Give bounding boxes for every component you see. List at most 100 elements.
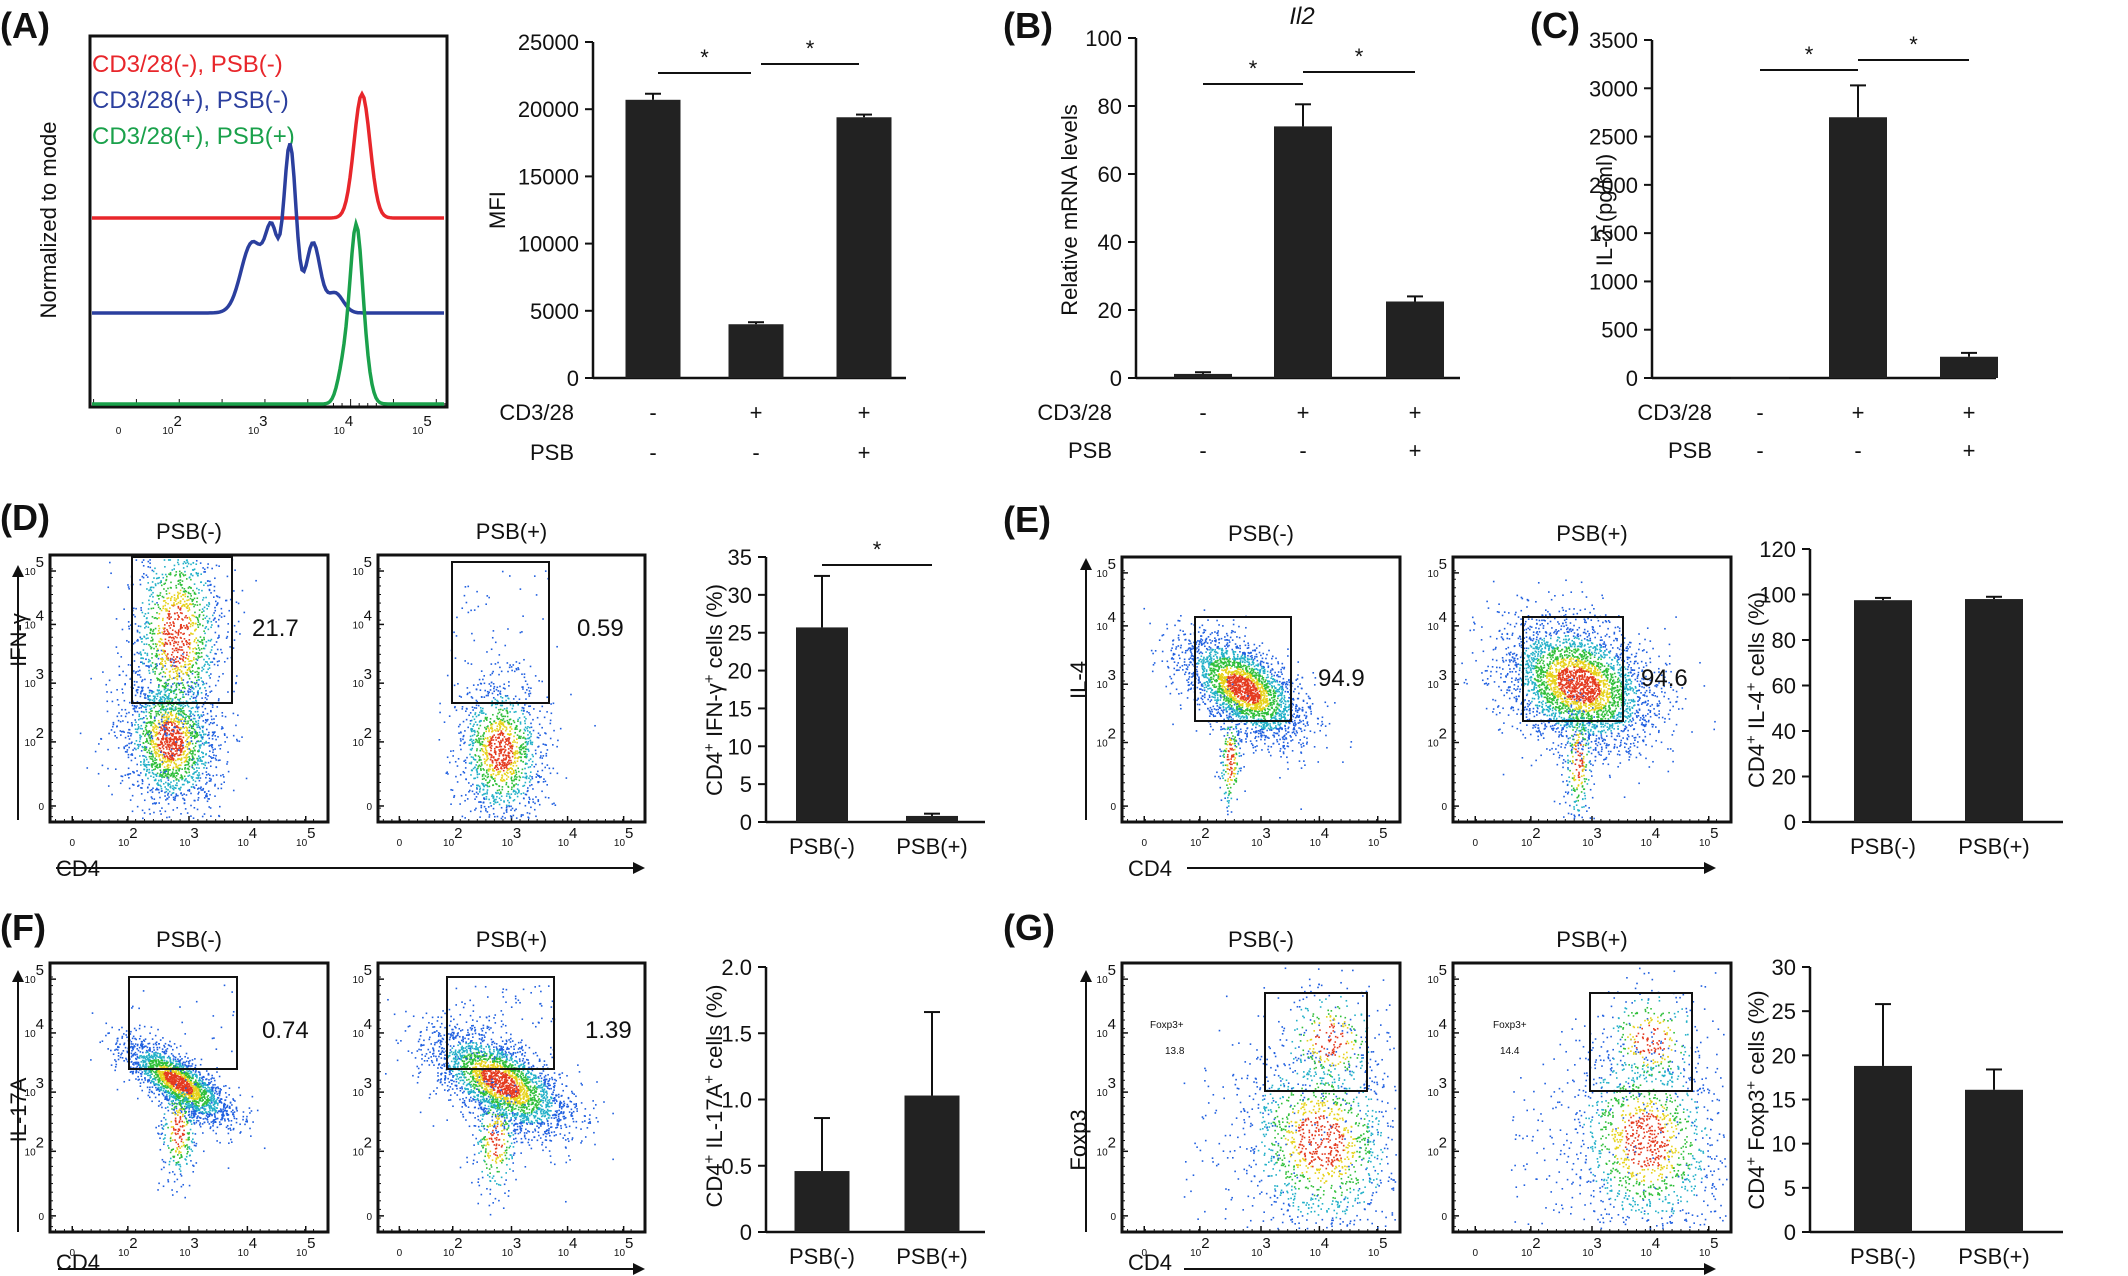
ifng-event-dot [523, 784, 526, 787]
ifng-event-dot [184, 616, 186, 619]
ifng-event-dot [485, 808, 487, 810]
ifng-event-dot [183, 727, 186, 729]
ifng-event-dot [518, 775, 521, 778]
ifng-event-dot [168, 755, 171, 757]
il4-event-dot [1236, 646, 1239, 649]
ifng-event-dot [145, 722, 148, 724]
il4-event-dot [1222, 674, 1224, 676]
ifng-event-dot [174, 600, 177, 602]
il4-event-dot [1288, 722, 1291, 725]
ifng-event-dot [463, 594, 466, 597]
ifng-event-dot [449, 761, 451, 764]
ifng-event-dot [98, 743, 100, 745]
ifng-event-dot [201, 643, 204, 645]
ifng-event-dot [182, 603, 185, 606]
ifng-event-dot [147, 582, 150, 584]
ifng-event-dot [162, 671, 165, 673]
ifng-event-dot [94, 750, 97, 753]
ifng-event-dot [164, 697, 167, 700]
ifng-event-dot [141, 717, 144, 720]
ifng-event-dot [162, 734, 165, 737]
ifng-event-dot [182, 715, 184, 717]
ifng-event-dot [166, 609, 169, 612]
il4-event-dot [1285, 700, 1287, 703]
ifng-plot-gate [451, 561, 550, 704]
ifng-event-dot [152, 668, 154, 671]
ifng-event-dot [161, 660, 164, 663]
ifng-event-dot [182, 723, 185, 726]
ifng-event-dot [128, 742, 130, 745]
ifng-event-dot [202, 736, 204, 738]
ifng-event-dot [180, 720, 182, 722]
ifng-event-dot [505, 778, 508, 780]
ifng-event-dot [178, 688, 181, 691]
ifng-event-dot [494, 736, 497, 739]
ifng-event-dot [151, 699, 154, 702]
ifng-event-dot [514, 790, 516, 792]
ifng-event-dot [161, 729, 164, 731]
ifng-event-dot [145, 708, 147, 711]
ifng-event-dot [171, 668, 174, 671]
ifng-event-dot [208, 601, 210, 604]
ifng-event-dot [141, 602, 144, 604]
ifng-event-dot [180, 646, 183, 648]
ifng-event-dot [180, 671, 183, 673]
ifng-event-dot [197, 797, 200, 799]
ifng-event-dot [497, 773, 499, 776]
ifng-event-dot [541, 790, 543, 793]
ifng-event-dot [189, 715, 191, 718]
ifng-event-dot [86, 767, 89, 769]
ifng-event-dot [501, 719, 504, 722]
ifng-event-dot [174, 667, 177, 670]
ifng-event-dot [123, 699, 126, 702]
ifng-event-dot [179, 741, 182, 743]
ifng-event-dot [137, 745, 140, 748]
ifng-event-dot [508, 738, 510, 741]
ifng-event-dot [173, 682, 176, 684]
ifng-event-dot [200, 641, 202, 643]
ifng-event-dot [145, 625, 147, 628]
ifng-event-dot [178, 721, 180, 723]
ifng-event-dot [491, 764, 493, 767]
ifng-event-dot [153, 716, 156, 719]
ifng-event-dot [147, 686, 150, 689]
ifng-event-dot [141, 787, 143, 789]
ifng-event-dot [184, 657, 187, 659]
ifng-event-dot [156, 782, 159, 784]
ifng-event-dot [172, 721, 174, 723]
ifng-event-dot [491, 776, 493, 779]
ifng-event-dot [169, 721, 171, 724]
ifng-event-dot [196, 710, 199, 713]
ifng-event-dot [167, 721, 170, 724]
ifng-event-dot [161, 720, 163, 723]
ifng-event-dot [194, 652, 197, 655]
ifng-event-dot [149, 559, 151, 561]
ifng-event-dot [187, 681, 189, 683]
ifng-event-dot [520, 745, 522, 748]
ifng-event-dot [132, 708, 135, 710]
ifng-event-dot [466, 798, 469, 800]
ifng-event-dot [164, 791, 166, 794]
ifng-event-dot [100, 737, 102, 740]
ifng-event-dot [200, 581, 203, 583]
ifng-event-dot [153, 727, 155, 729]
ifng-event-dot [122, 730, 124, 733]
ifng-event-dot [494, 751, 497, 753]
ifng-event-dot [187, 655, 190, 658]
il4-event-dot [1280, 714, 1283, 717]
ifng-event-dot [179, 576, 182, 578]
ifng-event-dot [512, 698, 515, 700]
il4-event-dot [1189, 657, 1192, 659]
ifng-event-dot [147, 626, 150, 629]
ifng-event-dot [470, 663, 473, 665]
ifng-event-dot [473, 639, 476, 642]
ifng-event-dot [169, 641, 171, 644]
ifng-event-dot [464, 817, 466, 819]
il4-event-dot [1263, 734, 1265, 737]
ifng-event-dot [174, 676, 177, 679]
ifng-event-dot [201, 736, 203, 739]
ifng-event-dot [164, 810, 167, 813]
ifng-event-dot [174, 747, 177, 750]
ifng-event-dot [493, 734, 495, 736]
ifng-event-dot [158, 731, 161, 734]
